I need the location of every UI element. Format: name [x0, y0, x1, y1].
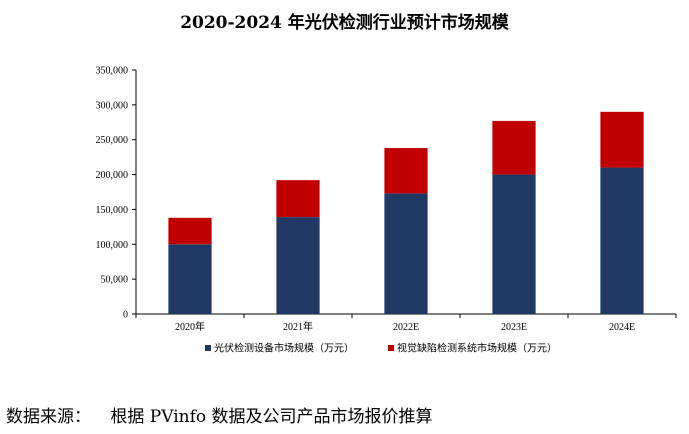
y-tick-label: 100,000: [96, 240, 129, 251]
bar-segment-visual-inspection: [600, 111, 644, 168]
stacked-bar-chart: 0 50,000 100,000 150,000 200,000 250,000 300,0…: [96, 66, 677, 355]
bars: [168, 111, 644, 314]
bar-segment-equipment: [492, 174, 536, 314]
chart-title: 2020-2024 年光伏检测行业预计市场规模: [180, 13, 509, 33]
y-tick-label: 0: [123, 310, 128, 321]
y-tick-label: 300,000: [96, 100, 129, 111]
bar-segment-equipment: [168, 244, 212, 314]
y-tick-label: 150,000: [96, 205, 129, 216]
source-label: 数据来源：: [6, 407, 91, 427]
source-text: 根据 PVinfo 数据及公司产品市场报价推算: [110, 407, 433, 427]
legend-swatch: [205, 345, 211, 351]
bar-segment-visual-inspection: [384, 148, 428, 194]
legend-label: 视觉缺陷检测系统市场规模（万元）: [397, 342, 557, 355]
y-tick-label: 200,000: [96, 170, 129, 181]
bar-segment-visual-inspection: [492, 120, 536, 175]
y-tick-label: 50,000: [101, 275, 129, 286]
y-tick-label: 250,000: [96, 135, 129, 146]
legend-swatch: [388, 345, 394, 351]
bar-segment-equipment: [600, 167, 644, 314]
bar-segment-visual-inspection: [168, 217, 212, 245]
x-axis: 2020年 2021年 2022E 2023E 2024E: [135, 313, 677, 333]
legend-label: 光伏检测设备市场规模（万元）: [214, 342, 354, 355]
x-tick-label: 2020年: [175, 320, 205, 333]
x-tick-label: 2022E: [393, 322, 419, 333]
legend: 光伏检测设备市场规模（万元） 视觉缺陷检测系统市场规模（万元）: [205, 342, 557, 355]
x-tick-label: 2021年: [283, 320, 313, 333]
bar-segment-equipment: [276, 217, 320, 314]
y-axis: 0 50,000 100,000 150,000 200,000 250,000 300,0…: [96, 66, 137, 321]
bar-segment-equipment: [384, 193, 428, 314]
source-note: 数据来源： 根据 PVinfo 数据及公司产品市场报价推算: [6, 402, 433, 427]
x-tick-label: 2024E: [609, 322, 635, 333]
y-tick-label: 350,000: [96, 66, 129, 77]
bar-segment-visual-inspection: [276, 180, 320, 218]
x-tick-label: 2023E: [501, 322, 527, 333]
